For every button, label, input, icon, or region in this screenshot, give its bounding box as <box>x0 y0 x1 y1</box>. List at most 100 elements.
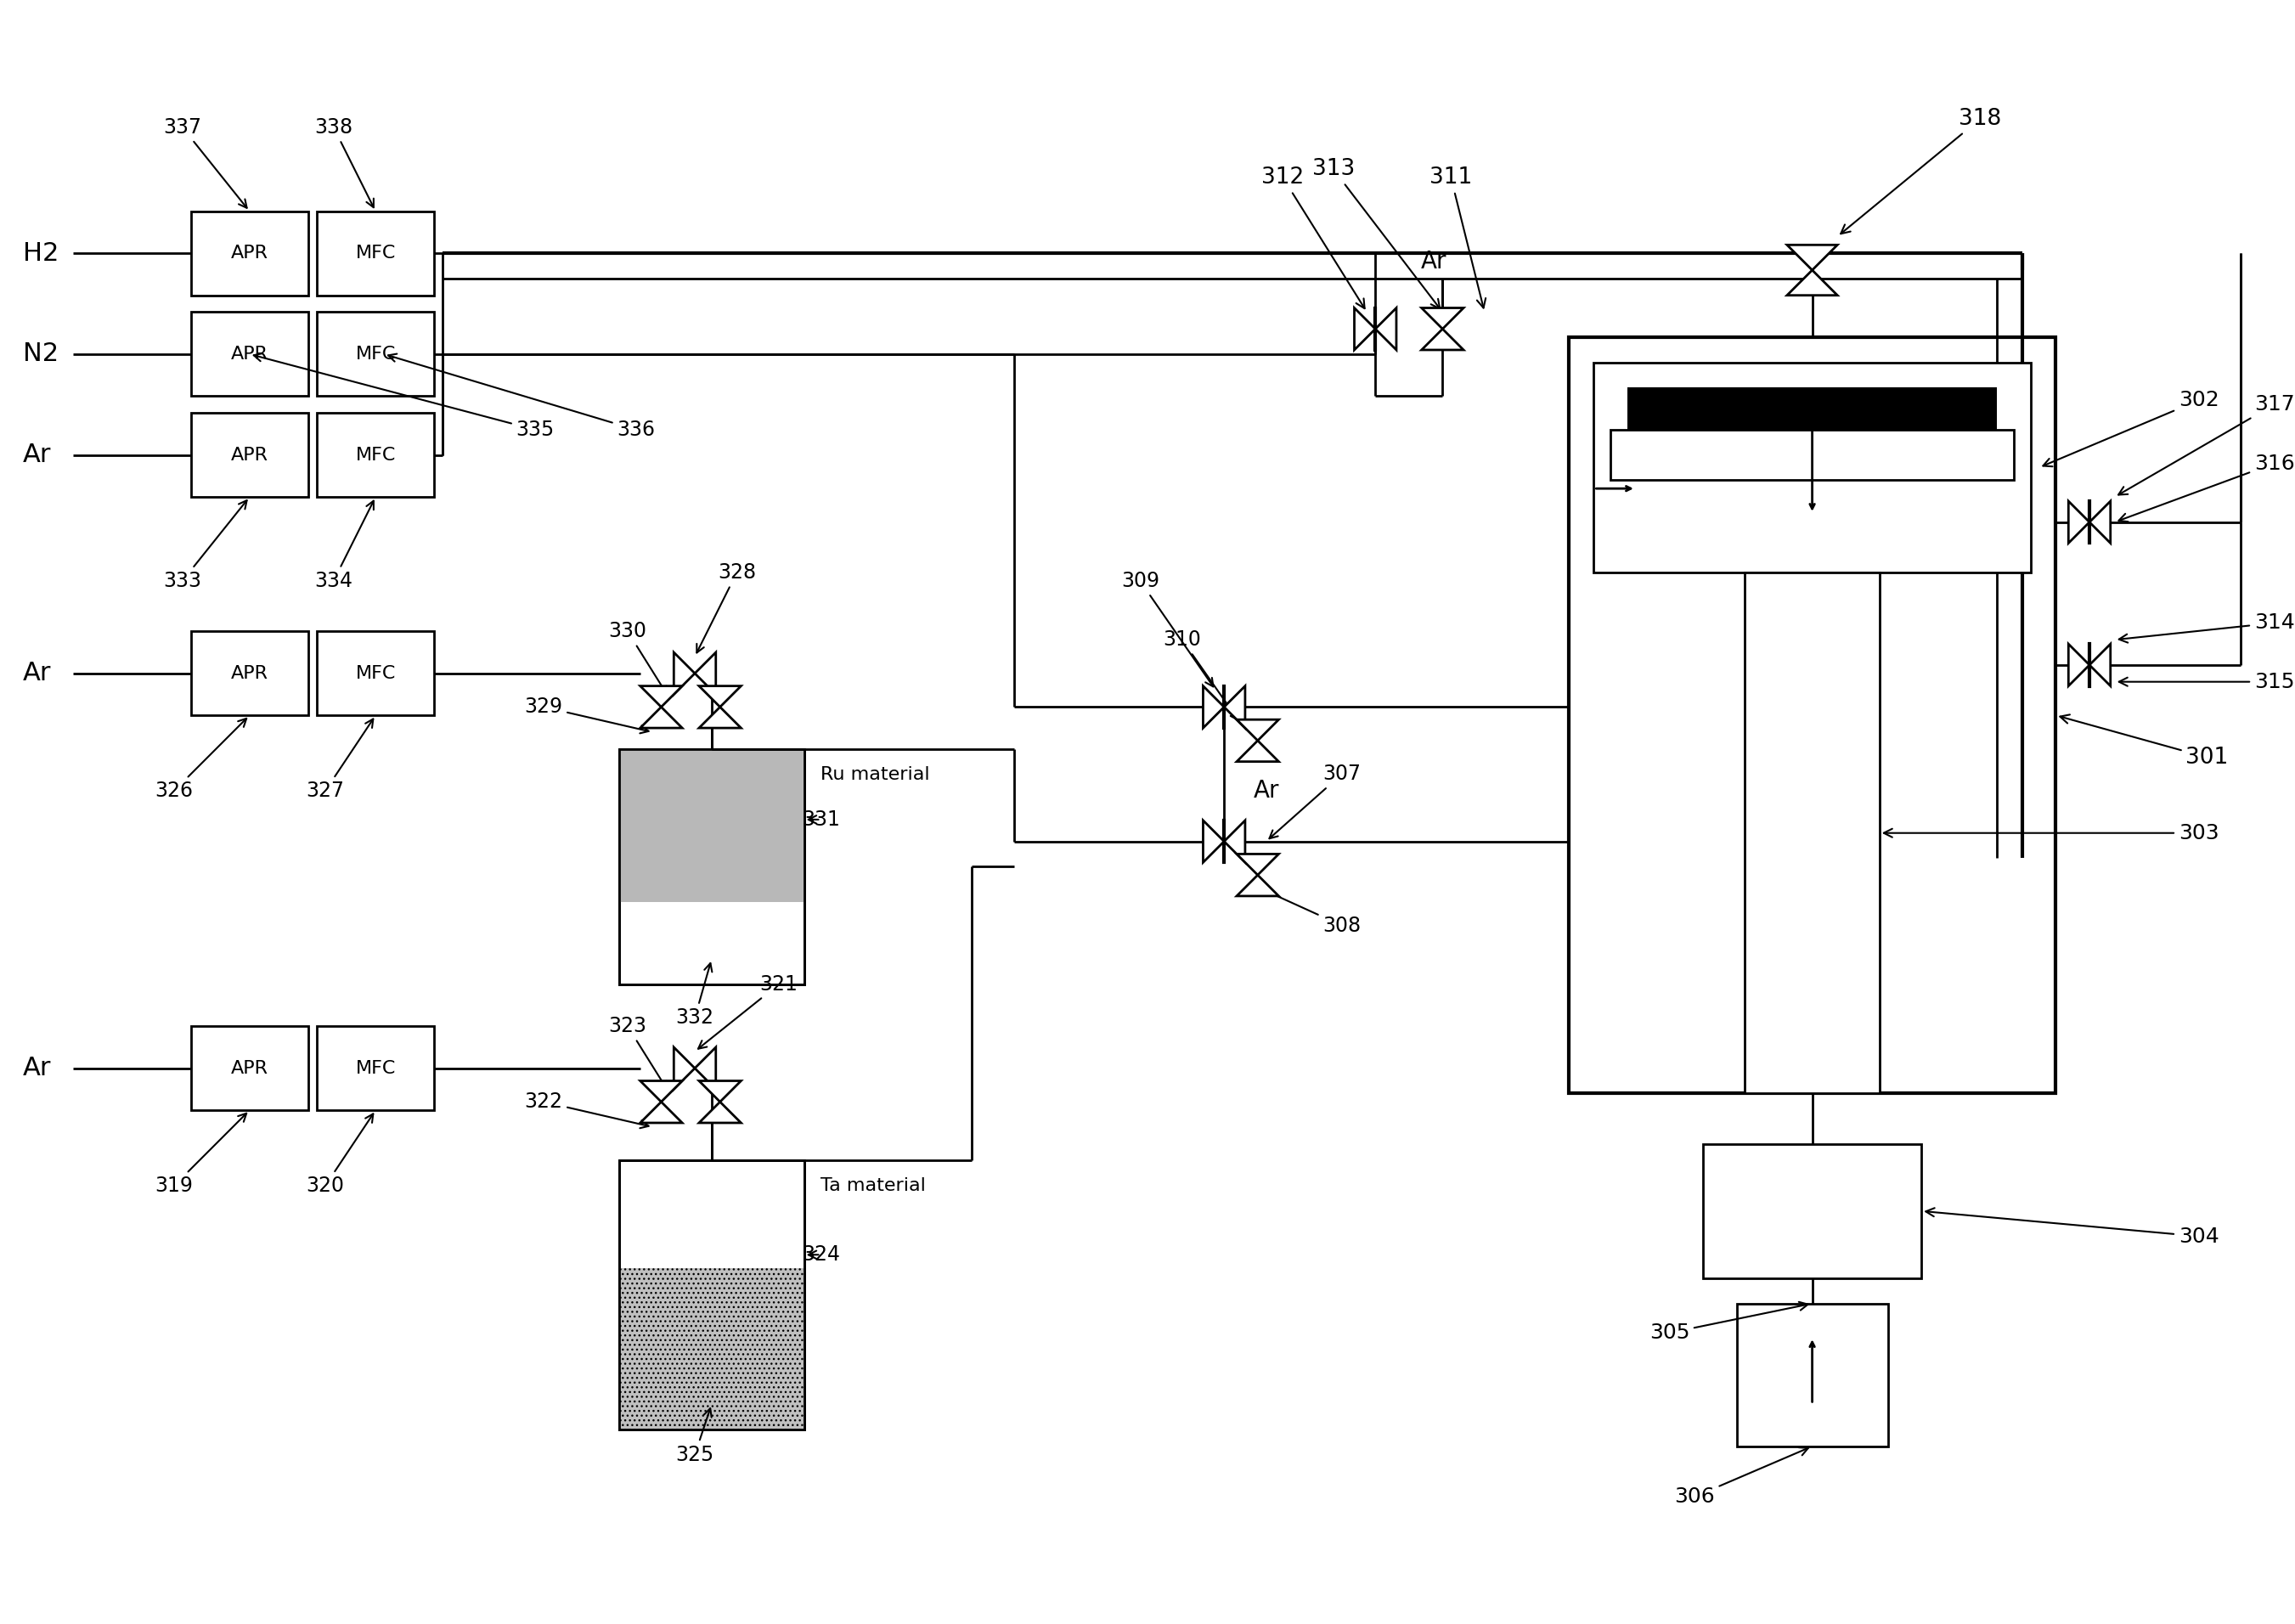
Text: 331: 331 <box>801 809 840 830</box>
Bar <box>620 1161 803 1429</box>
Polygon shape <box>1354 309 1375 349</box>
Polygon shape <box>1421 330 1464 349</box>
Polygon shape <box>675 653 695 695</box>
Text: MFC: MFC <box>356 346 395 362</box>
Polygon shape <box>2068 502 2088 542</box>
Text: 327: 327 <box>305 719 374 801</box>
Polygon shape <box>1788 270 1838 296</box>
Text: 330: 330 <box>608 620 668 695</box>
Bar <box>1703 1143 1921 1278</box>
Text: APR: APR <box>232 664 269 682</box>
Polygon shape <box>1788 245 1838 270</box>
Text: 311: 311 <box>1430 167 1485 309</box>
Bar <box>1593 362 2031 573</box>
Polygon shape <box>700 706 741 728</box>
Text: 308: 308 <box>1253 885 1361 935</box>
Text: 317: 317 <box>2118 395 2295 495</box>
Text: Ar: Ar <box>23 661 50 685</box>
Text: 335: 335 <box>255 354 555 440</box>
Text: 334: 334 <box>314 500 374 591</box>
Text: 303: 303 <box>1884 823 2219 843</box>
Bar <box>620 749 803 984</box>
Polygon shape <box>1237 854 1278 875</box>
Bar <box>1737 1304 1889 1447</box>
Text: 333: 333 <box>163 500 248 591</box>
Polygon shape <box>675 1047 695 1090</box>
Polygon shape <box>700 1101 741 1122</box>
Text: APR: APR <box>232 1060 269 1077</box>
Text: 312: 312 <box>1262 167 1366 309</box>
Bar <box>317 312 434 396</box>
Text: 323: 323 <box>608 1017 668 1090</box>
Bar <box>620 1161 803 1429</box>
Text: 337: 337 <box>163 117 248 208</box>
Polygon shape <box>1237 875 1278 896</box>
Bar <box>1627 388 1997 430</box>
Text: 325: 325 <box>675 1408 714 1465</box>
Bar <box>317 412 434 497</box>
Text: 309: 309 <box>1120 570 1214 687</box>
Polygon shape <box>2088 645 2111 685</box>
Text: 324: 324 <box>801 1244 840 1265</box>
Polygon shape <box>1203 820 1223 862</box>
Polygon shape <box>640 685 682 706</box>
Text: Ar: Ar <box>1253 780 1278 802</box>
Bar <box>190 211 308 296</box>
Bar <box>620 1268 803 1429</box>
Polygon shape <box>1375 309 1395 349</box>
Text: MFC: MFC <box>356 447 395 463</box>
Bar <box>190 412 308 497</box>
Bar <box>190 312 308 396</box>
Polygon shape <box>1421 309 1464 330</box>
Text: MFC: MFC <box>356 245 395 261</box>
Polygon shape <box>640 1101 682 1122</box>
Bar <box>190 1026 308 1111</box>
Text: 319: 319 <box>154 1114 246 1195</box>
Text: H2: H2 <box>23 240 60 266</box>
Text: 310: 310 <box>1164 630 1239 719</box>
Text: 304: 304 <box>1926 1208 2219 1247</box>
Text: Ar: Ar <box>23 1056 50 1080</box>
Text: 329: 329 <box>526 697 649 734</box>
Text: MFC: MFC <box>356 664 395 682</box>
Text: 314: 314 <box>2118 612 2295 643</box>
Text: 313: 313 <box>1313 158 1439 309</box>
Polygon shape <box>640 706 682 728</box>
Bar <box>190 632 308 716</box>
Text: 320: 320 <box>305 1114 374 1195</box>
Text: Ta material: Ta material <box>822 1177 927 1194</box>
Polygon shape <box>2068 645 2088 685</box>
Polygon shape <box>640 1082 682 1101</box>
Polygon shape <box>695 653 716 695</box>
Bar <box>1611 430 2013 481</box>
Polygon shape <box>1237 719 1278 741</box>
Bar <box>1744 573 1880 1093</box>
Text: Ar: Ar <box>23 443 50 468</box>
Text: N2: N2 <box>23 341 57 367</box>
Text: 322: 322 <box>526 1091 649 1129</box>
Bar <box>1567 338 2056 1093</box>
Text: 326: 326 <box>154 718 246 801</box>
Polygon shape <box>700 685 741 706</box>
Text: Ru material: Ru material <box>822 767 929 783</box>
Polygon shape <box>1237 741 1278 762</box>
Text: 316: 316 <box>2118 453 2295 521</box>
Text: 332: 332 <box>675 963 714 1028</box>
Text: 315: 315 <box>2118 672 2295 692</box>
Text: 307: 307 <box>1269 763 1361 838</box>
Bar <box>317 632 434 716</box>
Polygon shape <box>2088 502 2111 542</box>
Text: 301: 301 <box>2061 715 2228 768</box>
Bar <box>317 211 434 296</box>
Text: 338: 338 <box>314 117 374 208</box>
Text: 318: 318 <box>1841 107 2001 234</box>
Text: 321: 321 <box>698 974 799 1049</box>
Text: Ar: Ar <box>1421 250 1448 273</box>
Text: APR: APR <box>232 245 269 261</box>
Polygon shape <box>1223 820 1246 862</box>
Text: APR: APR <box>232 346 269 362</box>
Text: MFC: MFC <box>356 1060 395 1077</box>
Text: 305: 305 <box>1650 1302 1808 1343</box>
Text: 302: 302 <box>2043 390 2219 466</box>
Text: APR: APR <box>232 447 269 463</box>
